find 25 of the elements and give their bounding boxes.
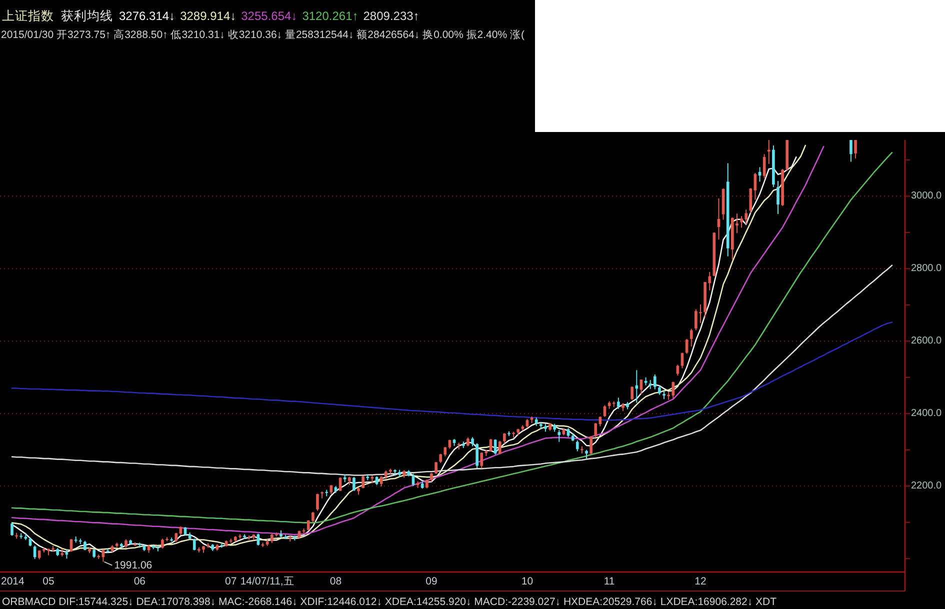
legend-item: 3120.261↑	[302, 9, 358, 23]
legend-item: 3276.314↓	[119, 9, 176, 23]
x-tick-label: 08	[330, 576, 342, 588]
legend-item: 2809.233↑	[363, 9, 420, 23]
x-tick-label: 06	[134, 576, 146, 588]
legend-title: 获利均线	[61, 9, 113, 23]
x-tick-label: 10	[521, 576, 534, 588]
x-tick-label: 07	[225, 576, 237, 588]
x-tick-label: 14/07/11,五	[240, 576, 294, 588]
y-tick-label: 3000.0	[911, 190, 942, 202]
y-tick-label: 2200.0	[911, 480, 942, 492]
title: 上证指数	[2, 9, 54, 23]
annotation-text: 1991.06	[114, 559, 152, 572]
y-tick-label: 2400.0	[911, 408, 942, 420]
x-tick-label: 12	[694, 576, 706, 588]
x-tick-label: 2014	[1, 576, 24, 588]
x-tick-label: 09	[426, 576, 438, 588]
y-tick-label: 2800.0	[911, 263, 942, 274]
y-tick-label: 2600.0	[911, 336, 942, 347]
legend-item: 3289.914↓	[180, 9, 236, 23]
x-tick-label: 05	[42, 576, 54, 588]
x-tick-label: 11	[604, 576, 615, 588]
annotation: ORBMACD DIF:15744.325↓ DEA:17078.398↓ MAC:-2668.146↓ XDIF:12446.012↓ XDEA:14255.920↓ MACD:-2239.027↓ HXDEA:20529.766↓ LXDEA:16906.282↓ XDT	[2, 596, 777, 608]
annotation: 2015/01/30 开3273.75↑ 高3288.50↑ 低3210.31↓ 收3210.36↓ 量258312544↓ 额28426564↓ 换0.00% 振2.40% 涨(	[1, 29, 524, 41]
legend-item: 3255.654↓	[241, 9, 298, 23]
